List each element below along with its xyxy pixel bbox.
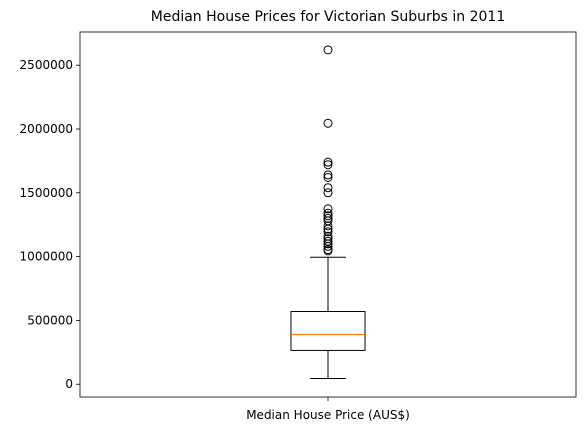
outlier-point	[323, 236, 333, 246]
outlier-point	[323, 211, 333, 221]
outlier-point	[323, 213, 333, 223]
outlier-point	[323, 204, 333, 214]
outlier-point	[323, 231, 333, 241]
outlier-point	[323, 234, 333, 244]
x-axis: Median House Price (AUS$)	[246, 397, 410, 422]
outlier-point	[323, 170, 333, 180]
outlier-point	[323, 160, 333, 170]
y-tick-label: 1500000	[20, 186, 73, 200]
outlier-point	[323, 183, 333, 193]
outlier-point	[323, 118, 333, 128]
y-tick-label: 0	[65, 377, 73, 391]
y-tick-label: 1000000	[20, 250, 73, 264]
y-tick-label: 2000000	[20, 122, 73, 136]
y-axis: 0 500000 1000000 1500000 2000000 2500000	[20, 58, 80, 391]
chart-title: Median House Prices for Victorian Suburb…	[151, 9, 506, 25]
outlier-point	[323, 45, 333, 55]
outlier-point	[323, 208, 333, 218]
y-tick-label: 2500000	[20, 58, 73, 72]
y-tick-label: 500000	[27, 313, 73, 327]
outlier-point	[323, 157, 333, 167]
outlier-point	[323, 227, 333, 237]
outlier-point	[323, 188, 333, 198]
iqr-box	[290, 310, 366, 351]
x-tick-label: Median House Price (AUS$)	[246, 408, 410, 422]
outlier-points	[323, 45, 333, 256]
outlier-point	[323, 172, 333, 182]
box-plot	[290, 256, 366, 379]
